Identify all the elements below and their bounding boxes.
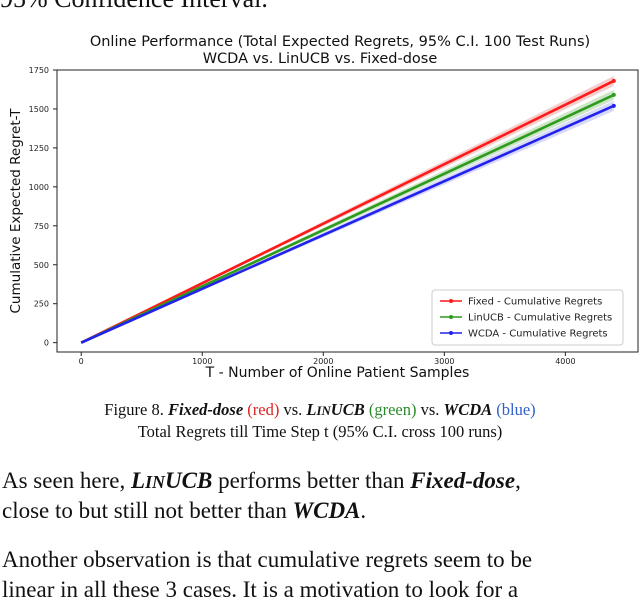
y-axis-label: Cumulative Expected Regret-T: [8, 108, 24, 314]
paragraph-observation-line1: Another observation is that cumulative r…: [2, 547, 533, 572]
x-tick-label: 0: [79, 357, 84, 366]
y-tick-label: 250: [34, 300, 49, 309]
y-tick-label: 500: [34, 261, 49, 270]
y-tick-label: 750: [34, 222, 49, 231]
y-tick-label: 1000: [29, 183, 49, 192]
x-tick-label: 4000: [555, 357, 575, 366]
y-tick-label: 1250: [29, 144, 49, 153]
legend-label-3: WCDA - Cumulative Regrets: [468, 329, 608, 340]
confidence-band-3: [81, 100, 614, 343]
series-end-marker-3: [611, 103, 616, 108]
y-tick-label: 0: [44, 339, 49, 348]
legend-marker-3: [449, 331, 453, 335]
preceding-text-fragment: 95% Confidence Interval.: [0, 0, 268, 14]
chart-subtitle: WCDA vs. LinUCB vs. Fixed-dose: [202, 51, 438, 67]
chart-title: Online Performance (Total Expected Regre…: [89, 34, 591, 50]
figure-caption-line1: Figure 8. Fixed-dose (red) vs. LINUCB (g…: [104, 400, 536, 419]
legend: Fixed - Cumulative Regrets LinUCB - Cumul…: [431, 289, 624, 346]
line-chart: 0 1000 2000 3000 4000 0 250 500 750 1000 1250 1500…: [8, 66, 639, 381]
series-end-marker-2: [611, 92, 616, 97]
plot-frame: [56, 69, 639, 353]
paragraph-comparison-line1: As seen here, LINUCB performs better tha…: [2, 468, 521, 493]
legend-label-1: Fixed - Cumulative Regrets: [468, 297, 602, 308]
series-end-marker-1: [611, 78, 616, 83]
paragraph-observation-line2: linear in all these 3 cases. It is a mot…: [2, 577, 519, 602]
series-line-3: [80, 104, 615, 344]
figure-caption-line2: Total Regrets till Time Step t (95% C.I.…: [137, 422, 503, 441]
legend-marker-2: [449, 315, 453, 319]
x-tick-label: 1000: [192, 357, 212, 366]
y-tick-label: 1500: [29, 105, 49, 114]
legend-label-2: LinUCB - Cumulative Regrets: [468, 313, 612, 324]
x-tick-label: 3000: [434, 357, 454, 366]
legend-box: [431, 289, 624, 346]
legend-marker-1: [449, 299, 453, 303]
x-tick-label: 2000: [313, 357, 333, 366]
series-line-1: [80, 79, 615, 344]
series-line-2: [80, 93, 615, 344]
y-tick-label: 1750: [29, 66, 49, 75]
paragraph-comparison-line2: close to but still not better than WCDA.: [2, 498, 367, 523]
x-axis-label: T - Number of Online Patient Samples: [205, 365, 470, 381]
